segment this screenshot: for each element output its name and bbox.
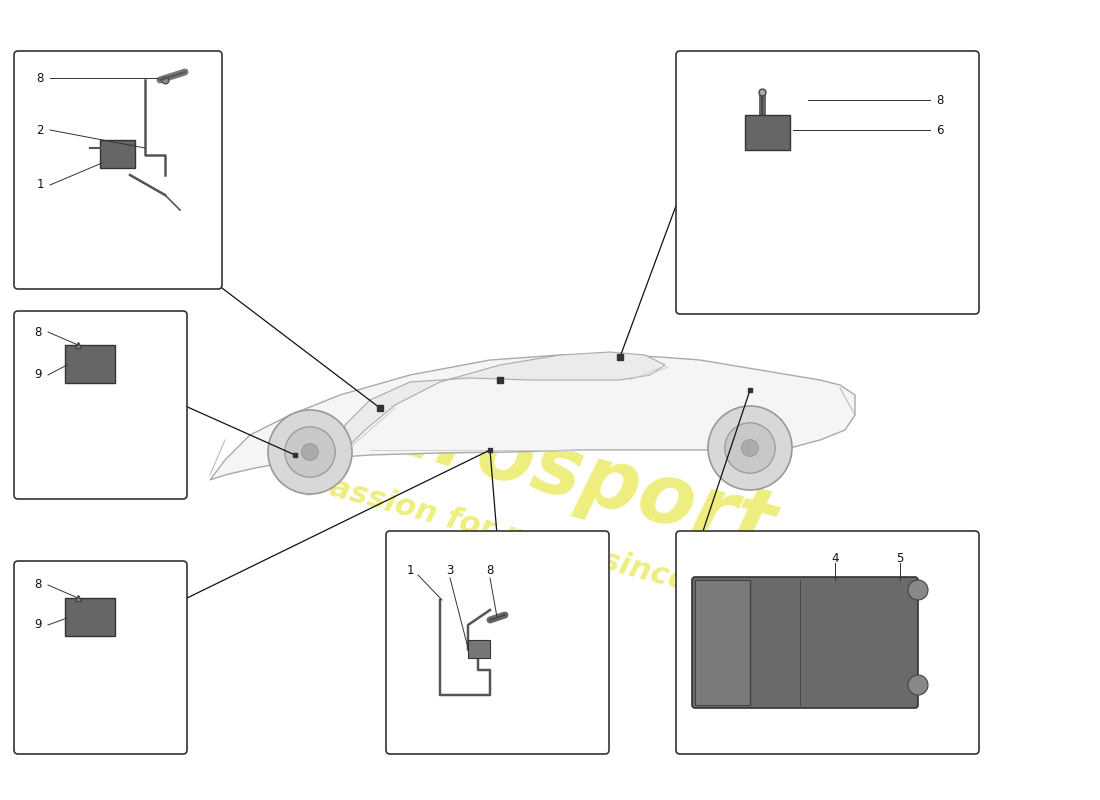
Text: 9: 9 — [34, 369, 42, 382]
Text: 1: 1 — [36, 178, 44, 191]
FancyBboxPatch shape — [745, 115, 790, 150]
Text: 6: 6 — [936, 123, 944, 137]
Circle shape — [285, 427, 336, 477]
FancyBboxPatch shape — [695, 580, 750, 705]
FancyBboxPatch shape — [676, 51, 979, 314]
Text: eurosport: eurosport — [317, 371, 783, 569]
Circle shape — [301, 443, 318, 460]
Circle shape — [908, 675, 928, 695]
Text: 5: 5 — [896, 551, 904, 565]
Text: 3: 3 — [447, 563, 453, 577]
Circle shape — [725, 422, 775, 473]
Text: 8: 8 — [936, 94, 944, 106]
FancyBboxPatch shape — [65, 345, 116, 383]
Text: 4: 4 — [832, 551, 838, 565]
Polygon shape — [340, 352, 666, 455]
Text: 9: 9 — [34, 618, 42, 631]
Text: 8: 8 — [486, 563, 494, 577]
FancyBboxPatch shape — [386, 531, 609, 754]
Circle shape — [708, 406, 792, 490]
FancyBboxPatch shape — [468, 640, 490, 658]
Text: 1: 1 — [406, 563, 414, 577]
Circle shape — [741, 440, 758, 456]
Circle shape — [908, 580, 928, 600]
FancyBboxPatch shape — [65, 598, 116, 636]
Text: a passion for parts since 1983: a passion for parts since 1983 — [275, 458, 784, 622]
Text: 8: 8 — [36, 71, 44, 85]
FancyBboxPatch shape — [100, 140, 135, 168]
FancyBboxPatch shape — [14, 561, 187, 754]
Text: 8: 8 — [34, 326, 42, 338]
FancyBboxPatch shape — [676, 531, 979, 754]
Polygon shape — [210, 355, 855, 480]
FancyBboxPatch shape — [692, 577, 918, 708]
FancyBboxPatch shape — [14, 311, 187, 499]
Circle shape — [268, 410, 352, 494]
Text: 8: 8 — [34, 578, 42, 591]
Text: 2: 2 — [36, 123, 44, 137]
FancyBboxPatch shape — [14, 51, 222, 289]
